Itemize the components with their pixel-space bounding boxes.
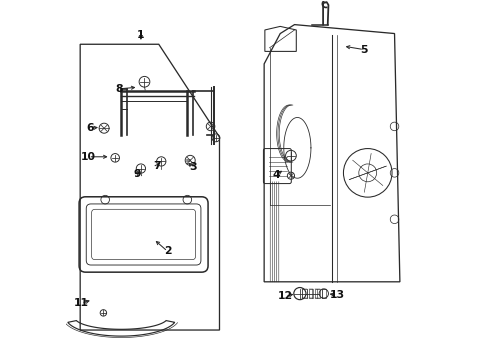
- Text: 1: 1: [137, 30, 144, 40]
- Text: 6: 6: [86, 123, 94, 133]
- Text: 3: 3: [188, 162, 196, 172]
- Text: 7: 7: [153, 161, 161, 171]
- Text: 12: 12: [277, 291, 292, 301]
- Text: 13: 13: [329, 290, 344, 300]
- Text: 8: 8: [115, 84, 122, 94]
- Text: 11: 11: [74, 298, 88, 308]
- Text: 4: 4: [271, 170, 279, 180]
- Text: 9: 9: [133, 168, 141, 179]
- Text: 10: 10: [81, 152, 96, 162]
- Text: 5: 5: [360, 45, 367, 55]
- Text: 2: 2: [163, 247, 171, 256]
